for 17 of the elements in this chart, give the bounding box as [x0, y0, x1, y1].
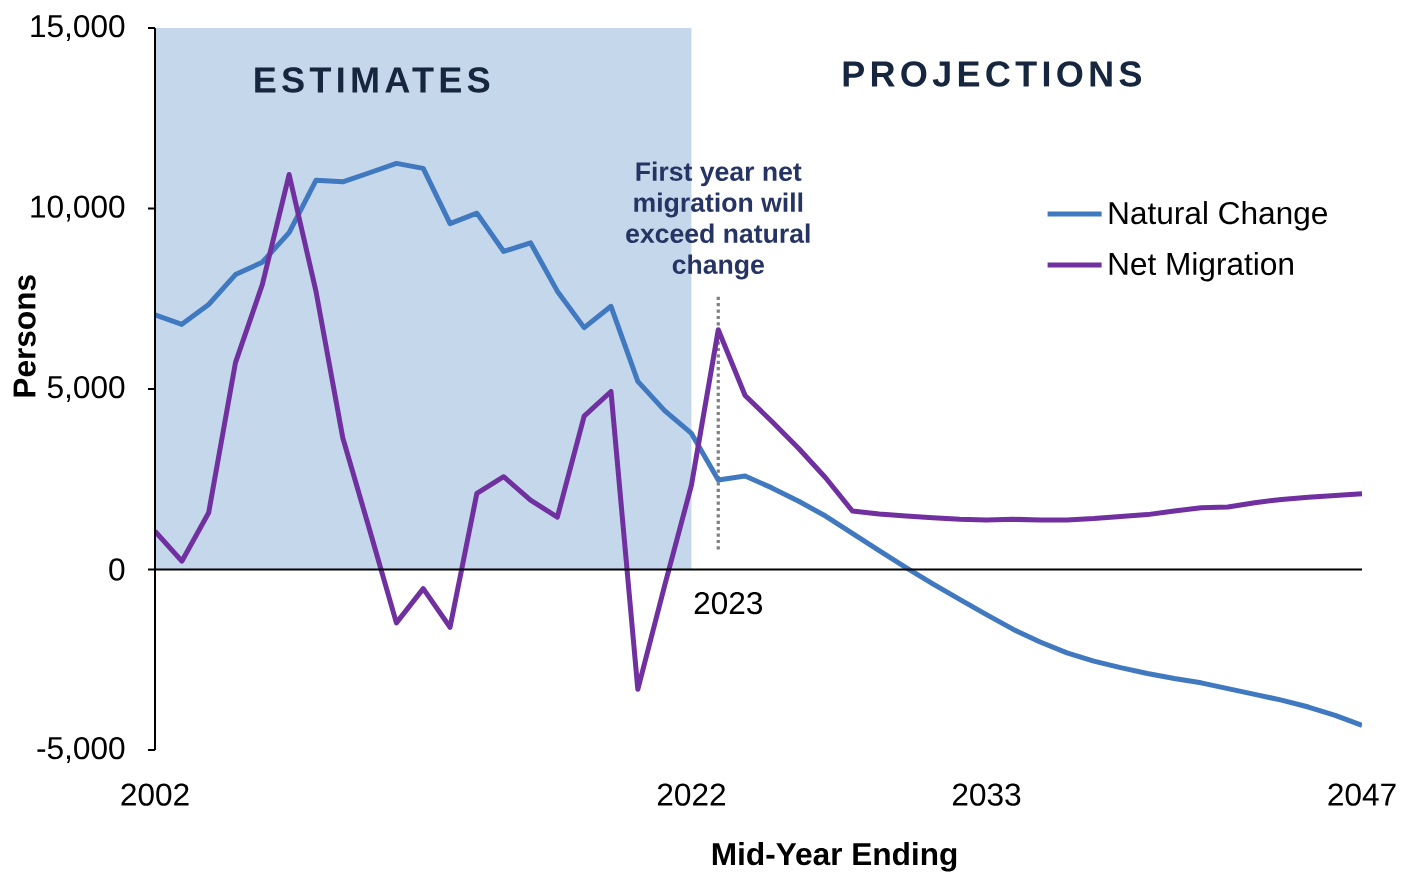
x-axis-title: Mid-Year Ending [712, 842, 957, 872]
y-tick-label: 0 [109, 558, 125, 581]
y-tick-label: 5,000 [47, 375, 125, 403]
y-axis-title: Persons [13, 275, 36, 397]
annotation: PROJECTIONS [843, 61, 1142, 87]
annotation: First year net migration will exceed natural change [626, 161, 810, 280]
x-tick-label: 2022 [657, 783, 725, 806]
x-tick-label: 2002 [121, 783, 189, 806]
band-label: ESTIMATES [255, 67, 490, 93]
x-tick-label: 2033 [952, 783, 1021, 806]
y-tick-label: 10,000 [31, 195, 125, 222]
legend-label: Net Migration [1109, 251, 1293, 282]
x-tick-label: 2047 [1328, 783, 1396, 806]
ref-line-label: 2023 [694, 591, 763, 615]
y-tick-label: 15,000 [31, 14, 125, 42]
y-tick-label: -5,000 [37, 736, 125, 764]
legend-label: Natural Change [1109, 201, 1327, 231]
